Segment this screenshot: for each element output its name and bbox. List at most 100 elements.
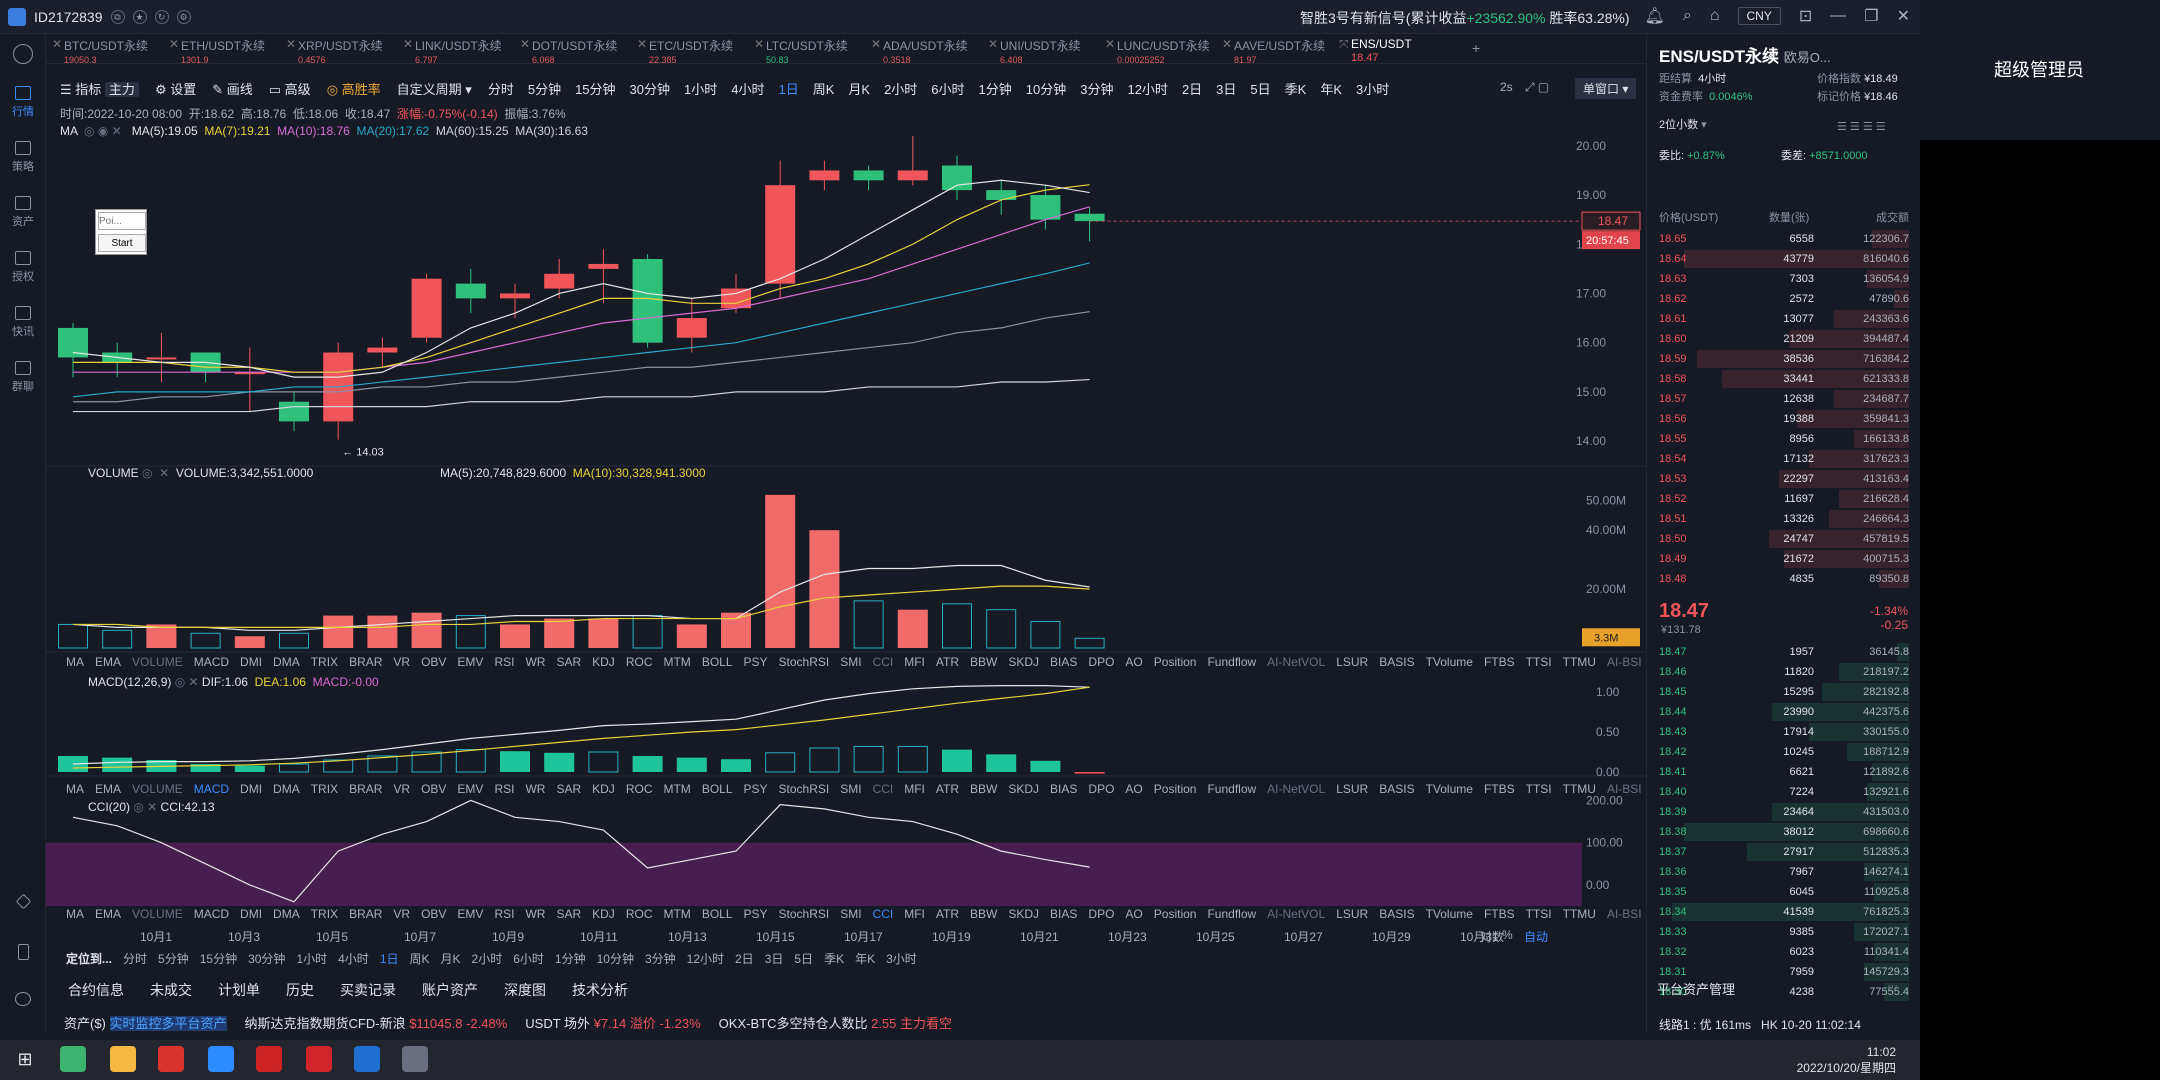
fullscreen-icon[interactable]: ⊡ xyxy=(1798,8,1813,25)
bid-row[interactable]: 18.39 23464 431503.0 xyxy=(1659,802,1909,822)
indicator-wr[interactable]: WR xyxy=(525,655,546,669)
indicator-macd[interactable]: MACD xyxy=(193,782,230,796)
symbol-tab[interactable]: ✕ LTC/USDT永续 50.83 xyxy=(748,34,865,65)
indicator-bbw[interactable]: BBW xyxy=(970,907,998,921)
period-7[interactable]: 周K xyxy=(812,81,835,97)
indicator-ai-netvol[interactable]: AI-NetVOL xyxy=(1267,655,1326,669)
indicator-sar[interactable]: SAR xyxy=(556,782,582,796)
period-11[interactable]: 1分钟 xyxy=(978,81,1012,97)
symbol-tab[interactable]: ✕ XRP/USDT永续 0.4576 xyxy=(280,34,397,65)
avatar[interactable] xyxy=(0,44,46,64)
phone-icon[interactable] xyxy=(0,944,46,963)
windows-start-icon[interactable]: ⊞ xyxy=(17,1049,33,1069)
axis-option[interactable]: 对数 xyxy=(1480,930,1505,944)
bid-row[interactable]: 18.31 7959 145729.3 xyxy=(1659,962,1909,982)
close-tab-icon[interactable]: ✕ xyxy=(1222,37,1233,51)
minimize-icon[interactable]: — xyxy=(1830,7,1847,24)
indicator-fundflow[interactable]: Fundflow xyxy=(1207,907,1257,921)
period-16[interactable]: 3日 xyxy=(1216,81,1237,97)
indicator-button[interactable]: ☰ 指标 主力 xyxy=(60,79,139,98)
indicator-ttsi[interactable]: TTSI xyxy=(1525,907,1552,921)
office-app-icon[interactable] xyxy=(158,1046,184,1072)
indicator-dpo[interactable]: DPO xyxy=(1088,655,1115,669)
bid-row[interactable]: 18.45 15295 282192.8 xyxy=(1659,682,1909,702)
bottom-tab[interactable]: 历史 xyxy=(286,982,314,998)
ask-row[interactable]: 18.63 7303 136054.9 xyxy=(1659,269,1909,289)
period-0[interactable]: 分时 xyxy=(487,81,514,97)
indicator-brar[interactable]: BRAR xyxy=(349,782,383,796)
asset-management-link[interactable]: 平台资产管理 xyxy=(1657,982,1736,997)
ask-row[interactable]: 18.57 12638 234687.7 xyxy=(1659,389,1909,409)
indicator-dpo[interactable]: DPO xyxy=(1088,907,1115,921)
chart-area[interactable]: 20.0019.0018.0017.0016.0015.0014.0020.4 … xyxy=(46,136,1646,936)
indicator-ema[interactable]: EMA xyxy=(95,655,122,669)
add-tab-icon[interactable]: + xyxy=(1472,40,1481,56)
bottom-tab[interactable]: 未成交 xyxy=(150,982,192,998)
indicator-bias[interactable]: BIAS xyxy=(1050,655,1078,669)
timeframe-18[interactable]: 季K xyxy=(824,952,845,966)
indicator-kdj[interactable]: KDJ xyxy=(592,907,615,921)
bottom-tab[interactable]: 计划单 xyxy=(218,982,260,998)
ask-row[interactable]: 18.53 22297 413163.4 xyxy=(1659,469,1909,489)
symbol-tab[interactable]: ✕ ETH/USDT永续 1301.9 xyxy=(163,34,280,65)
bid-row[interactable]: 18.38 38012 698660.6 xyxy=(1659,822,1909,842)
indicator-ao[interactable]: AO xyxy=(1125,907,1143,921)
indicator-volume[interactable]: VOLUME xyxy=(132,907,183,921)
period-13[interactable]: 3分钟 xyxy=(1080,81,1114,97)
indicator-vr[interactable]: VR xyxy=(393,907,411,921)
indicator-ai-netvol[interactable]: AI-NetVOL xyxy=(1267,907,1326,921)
indicator-obv[interactable]: OBV xyxy=(421,655,447,669)
indicator-basis[interactable]: BASIS xyxy=(1379,655,1415,669)
indicator-ema[interactable]: EMA xyxy=(95,782,122,796)
ask-row[interactable]: 18.64 43779 816040.6 xyxy=(1659,249,1909,269)
indicator-ai-bsi[interactable]: AI-BSI xyxy=(1606,907,1642,921)
gear-icon[interactable] xyxy=(0,992,46,1009)
indicator-lsur[interactable]: LSUR xyxy=(1336,782,1369,796)
indicator-skdj[interactable]: SKDJ xyxy=(1008,907,1040,921)
sidebar-item-chart[interactable]: 行情 xyxy=(0,86,46,119)
indicator-fundflow[interactable]: Fundflow xyxy=(1207,782,1257,796)
bid-row[interactable]: 18.36 7967 146274.1 xyxy=(1659,862,1909,882)
period-12[interactable]: 10分钟 xyxy=(1025,81,1067,97)
close-tab-icon[interactable]: ✕ xyxy=(169,37,180,51)
ask-row[interactable]: 18.65 6558 122306.7 xyxy=(1659,229,1909,249)
close-tab-icon[interactable]: ✕ xyxy=(403,37,414,51)
indicator-ftbs[interactable]: FTBS xyxy=(1483,782,1515,796)
symbol-tab[interactable]: ✕ AAVE/USDT永续 81.97 xyxy=(1216,34,1333,65)
timeframe-4[interactable]: 1小时 xyxy=(296,952,328,966)
trading-app-icon[interactable] xyxy=(354,1046,380,1072)
media-app-icon[interactable] xyxy=(306,1046,332,1072)
draw-button[interactable]: ✎ 画线 xyxy=(212,81,253,97)
sidebar-item-wallet[interactable]: 资产 xyxy=(0,196,46,229)
currency-select[interactable]: CNY xyxy=(1737,7,1781,25)
indicator-roc[interactable]: ROC xyxy=(625,907,653,921)
close-tab-icon[interactable]: ✕ xyxy=(754,37,765,51)
asset-monitor-link[interactable]: 实时监控多平台资产 xyxy=(109,1015,227,1031)
indicator-ttsi[interactable]: TTSI xyxy=(1525,782,1552,796)
indicator-dmi[interactable]: DMI xyxy=(240,655,263,669)
indicator-cci[interactable]: CCI xyxy=(872,782,894,796)
indicator-trix[interactable]: TRIX xyxy=(310,655,339,669)
timeframe-0[interactable]: 分时 xyxy=(123,952,148,966)
timeframe-14[interactable]: 12小时 xyxy=(686,952,724,966)
indicator-ao[interactable]: AO xyxy=(1125,655,1143,669)
indicator-ema[interactable]: EMA xyxy=(95,907,122,921)
axis-option[interactable]: 自动 xyxy=(1524,930,1549,944)
bid-row[interactable]: 18.47 1957 36145.8 xyxy=(1659,642,1909,662)
indicator-brar[interactable]: BRAR xyxy=(349,655,383,669)
indicator-bias[interactable]: BIAS xyxy=(1050,782,1078,796)
indicator-dpo[interactable]: DPO xyxy=(1088,782,1115,796)
expand-icon[interactable]: ⤢ ▢ xyxy=(1525,80,1550,94)
ask-row[interactable]: 18.49 21672 400715.3 xyxy=(1659,549,1909,569)
indicator-wr[interactable]: WR xyxy=(525,907,546,921)
indicator-bbw[interactable]: BBW xyxy=(970,782,998,796)
close-tab-icon[interactable]: ✕ xyxy=(520,37,531,51)
sidebar-item-news[interactable]: 快讯 xyxy=(0,306,46,339)
indicator-dma[interactable]: DMA xyxy=(273,655,300,669)
indicator-sar[interactable]: SAR xyxy=(556,655,582,669)
indicator-roc[interactable]: ROC xyxy=(625,655,653,669)
bottom-tab[interactable]: 合约信息 xyxy=(68,982,124,998)
timeframe-13[interactable]: 3分钟 xyxy=(644,952,676,966)
period-18[interactable]: 季K xyxy=(1284,81,1307,97)
indicator-emv[interactable]: EMV xyxy=(457,655,484,669)
